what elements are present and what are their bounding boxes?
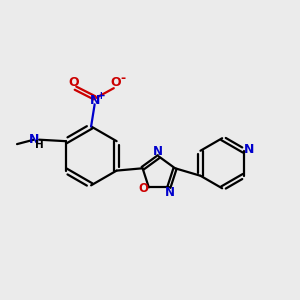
Text: -: - bbox=[120, 72, 125, 85]
Text: O: O bbox=[69, 76, 79, 89]
Text: O: O bbox=[110, 76, 121, 89]
Text: N: N bbox=[244, 143, 254, 156]
Text: N: N bbox=[153, 145, 163, 158]
Text: +: + bbox=[97, 91, 106, 100]
Text: O: O bbox=[139, 182, 148, 195]
Text: N: N bbox=[28, 133, 39, 146]
Text: H: H bbox=[35, 140, 44, 150]
Text: N: N bbox=[89, 94, 100, 107]
Text: N: N bbox=[165, 186, 175, 199]
